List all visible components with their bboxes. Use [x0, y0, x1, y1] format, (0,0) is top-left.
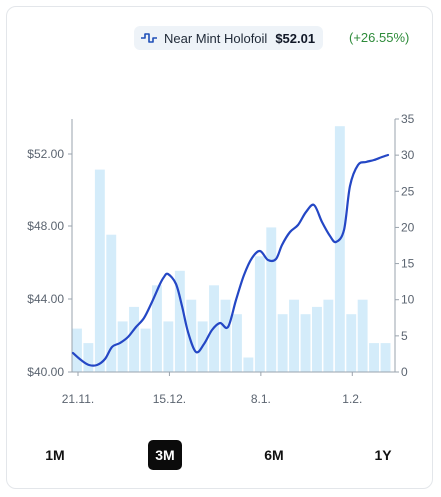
date-tick-label: 1.2. — [342, 392, 362, 406]
volume-tick-label: 35 — [401, 112, 415, 126]
volume-bar[interactable] — [323, 299, 334, 372]
price-tick-label: $44.00 — [27, 292, 64, 306]
volume-bar[interactable] — [117, 321, 128, 372]
volume-bar[interactable] — [83, 343, 94, 372]
volume-bar[interactable] — [312, 306, 322, 372]
volume-bar[interactable] — [220, 299, 231, 372]
date-tick-label: 21.11. — [62, 392, 94, 406]
volume-tick-label: 5 — [401, 329, 408, 343]
volume-bar[interactable] — [380, 343, 391, 372]
volume-bar[interactable] — [174, 270, 185, 372]
volume-tick-label: 0 — [401, 365, 408, 379]
volume-bar[interactable] — [277, 314, 288, 372]
volume-bar[interactable] — [72, 328, 82, 372]
volume-bar[interactable] — [254, 256, 265, 372]
volume-bar[interactable] — [289, 299, 299, 372]
volume-bar[interactable] — [243, 357, 254, 373]
volume-bar[interactable] — [94, 169, 105, 372]
volume-tick-label: 15 — [401, 257, 415, 271]
price-tick-label: $48.00 — [27, 219, 64, 233]
date-tick-label: 15.12. — [153, 392, 186, 406]
volume-bar[interactable] — [106, 234, 117, 372]
legend-pill[interactable]: Near Mint Holofoil $52.01 — [134, 26, 324, 50]
volume-tick-label: 30 — [401, 148, 415, 162]
volume-tick-label: 25 — [401, 184, 415, 198]
waveform-icon — [140, 31, 158, 45]
price-line[interactable] — [71, 153, 390, 367]
range-button-1y[interactable]: 1Y — [374, 447, 392, 463]
current-price: $52.01 — [275, 30, 316, 46]
volume-bars — [72, 126, 391, 372]
price-tick-label: $40.00 — [27, 365, 64, 379]
volume-bar[interactable] — [369, 343, 379, 372]
volume-bar[interactable] — [163, 321, 174, 372]
volume-tick-label: 10 — [401, 293, 415, 307]
range-button-6m[interactable]: 6M — [264, 447, 284, 463]
volume-tick-label: 20 — [401, 220, 415, 234]
volume-bar[interactable] — [334, 126, 345, 372]
volume-bar[interactable] — [186, 299, 197, 372]
volume-bar[interactable] — [300, 314, 311, 372]
price-change: (+26.55%) — [349, 30, 410, 45]
volume-bar[interactable] — [152, 285, 162, 372]
volume-bar[interactable] — [357, 299, 368, 372]
date-tick-label: 8.1. — [251, 392, 271, 406]
volume-bar[interactable] — [232, 314, 242, 372]
volume-bar[interactable] — [129, 306, 139, 372]
range-button-3m[interactable]: 3M — [148, 440, 182, 470]
series-label: Near Mint Holofoil — [164, 30, 268, 46]
volume-bar[interactable] — [140, 328, 151, 372]
volume-bar[interactable] — [346, 314, 357, 372]
range-button-1m[interactable]: 1M — [45, 447, 65, 463]
price-card — [6, 6, 433, 489]
price-tick-label: $52.00 — [27, 147, 64, 161]
volume-bar[interactable] — [266, 227, 277, 372]
